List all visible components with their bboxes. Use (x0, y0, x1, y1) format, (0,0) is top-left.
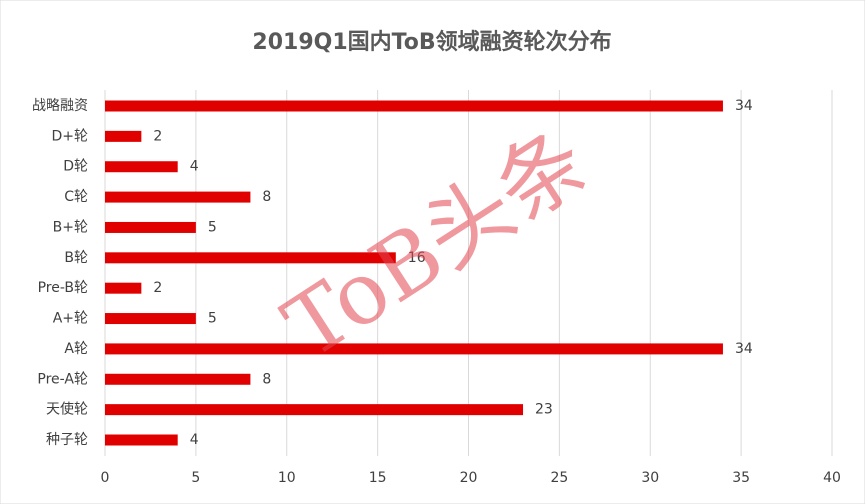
data-label: 16 (408, 250, 426, 266)
y-tick-label: B轮 (64, 250, 88, 266)
data-label: 2 (153, 128, 162, 144)
y-tick-label: 战略融资 (32, 98, 88, 114)
data-label: 34 (735, 98, 753, 114)
bar (105, 373, 251, 385)
bar (105, 100, 723, 112)
bar (105, 221, 196, 233)
x-tick-label: 5 (191, 470, 200, 486)
x-tick-label: 25 (550, 470, 568, 486)
data-label: 4 (190, 432, 199, 448)
bar (105, 282, 142, 294)
y-tick-label: B+轮 (53, 219, 88, 235)
y-tick-label: Pre-B轮 (38, 280, 88, 296)
bar (105, 404, 524, 416)
x-tick-label: 15 (369, 470, 387, 486)
data-label: 23 (535, 402, 553, 418)
y-tick-label: Pre-A轮 (37, 371, 88, 387)
data-label: 34 (735, 341, 753, 357)
data-label: 8 (262, 371, 271, 387)
data-label: 8 (262, 189, 271, 205)
data-label: 2 (153, 280, 162, 296)
bar (105, 161, 178, 173)
y-tick-label: 天使轮 (46, 401, 88, 418)
y-tick-label: A+轮 (53, 311, 88, 327)
y-tick-label: D轮 (63, 159, 88, 175)
data-label: 5 (208, 311, 217, 327)
bar (105, 191, 251, 203)
x-tick-label: 30 (641, 470, 659, 486)
x-tick-label: 40 (823, 470, 841, 486)
data-label: 5 (208, 219, 217, 235)
y-tick-label: A轮 (64, 341, 88, 357)
y-tick-label: C轮 (64, 189, 88, 205)
x-tick-label: 10 (278, 470, 296, 486)
y-tick-label: D+轮 (51, 128, 88, 144)
bar (105, 313, 196, 325)
x-tick-label: 20 (460, 470, 478, 486)
bar (105, 130, 142, 142)
chart-title: 2019Q1国内ToB领域融资轮次分布 (252, 29, 611, 55)
bar (105, 252, 396, 264)
data-label: 4 (190, 159, 199, 175)
x-tick-label: 0 (101, 470, 110, 486)
y-tick-label: 种子轮 (46, 432, 88, 448)
bar (105, 343, 723, 355)
x-tick-label: 35 (732, 470, 750, 486)
bar (105, 434, 178, 446)
